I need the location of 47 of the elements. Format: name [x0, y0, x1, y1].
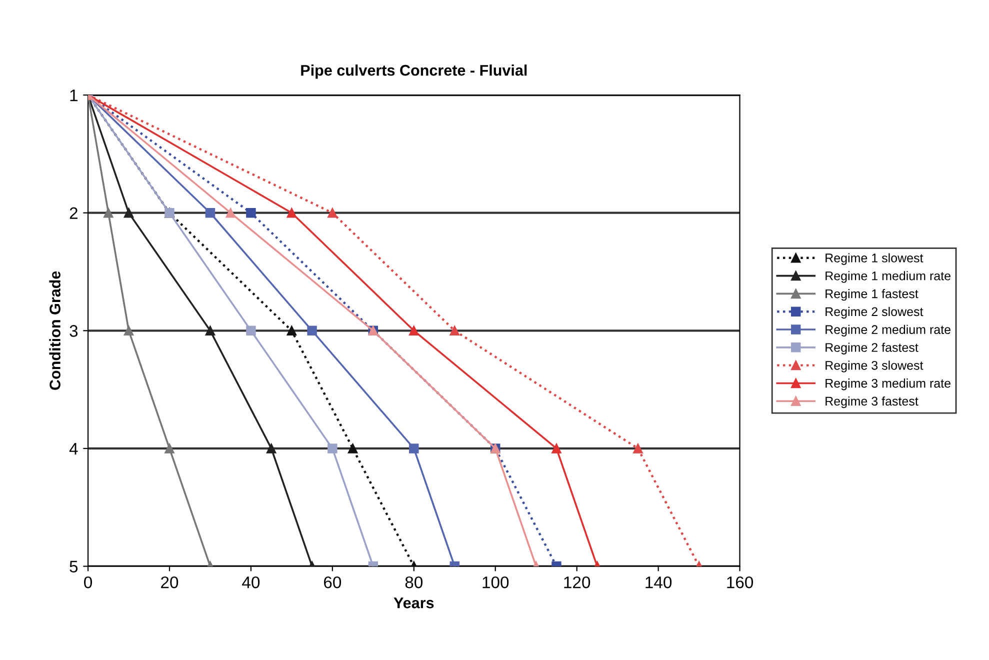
point	[124, 208, 134, 218]
x-tick-label: 120	[564, 576, 590, 588]
legend-label: Regime 1 medium rate	[826, 271, 950, 283]
x-tick-label: 0	[84, 576, 92, 588]
y-axis-title: Condition Grade	[49, 271, 60, 390]
x-tick-label: 40	[242, 576, 260, 588]
y-tick-label: 1	[70, 90, 78, 102]
x-tick-label: 140	[646, 576, 672, 588]
x-tick-label: 160	[727, 576, 754, 588]
y-tick-label: 4	[69, 443, 78, 455]
point	[164, 444, 174, 454]
legend-label: Regime 1 fastest	[826, 289, 918, 301]
y-tick-label: 2	[70, 207, 78, 219]
legend-label: Regime 3 medium rate	[826, 378, 950, 390]
point	[226, 208, 236, 218]
point	[552, 444, 562, 454]
y-tick-label: 3	[70, 325, 78, 337]
point	[328, 444, 338, 454]
point	[104, 208, 114, 218]
legend-label: Regime 2 medium rate	[826, 324, 950, 336]
legend-label: Regime 3 slowest	[826, 360, 924, 372]
point	[205, 208, 216, 218]
x-tick-label: 20	[161, 576, 178, 588]
legend-label: Regime 2 slowest	[826, 306, 924, 319]
point	[286, 326, 297, 336]
x-axis-title: Years	[394, 598, 434, 608]
legend-label: Regime 2 fastest	[826, 342, 918, 354]
point	[633, 444, 643, 454]
point	[409, 326, 419, 336]
x-tick-label: 80	[405, 576, 423, 588]
point	[286, 208, 297, 218]
point	[348, 444, 358, 454]
legend-label: Regime 1 slowest	[826, 253, 924, 265]
point	[328, 208, 338, 218]
point	[266, 444, 276, 454]
x-tick-label: 60	[324, 576, 342, 588]
point	[409, 444, 419, 454]
x-tick-label: 100	[482, 576, 509, 588]
legend-label: Regime 3 fastest	[826, 396, 918, 408]
point	[450, 326, 460, 336]
chart-title: Pipe culverts Concrete - Fluvial	[301, 64, 527, 79]
point	[124, 326, 134, 336]
point	[246, 208, 256, 218]
point	[246, 326, 256, 336]
point	[307, 326, 317, 336]
y-tick-label: 5	[70, 560, 78, 572]
point	[205, 326, 216, 336]
